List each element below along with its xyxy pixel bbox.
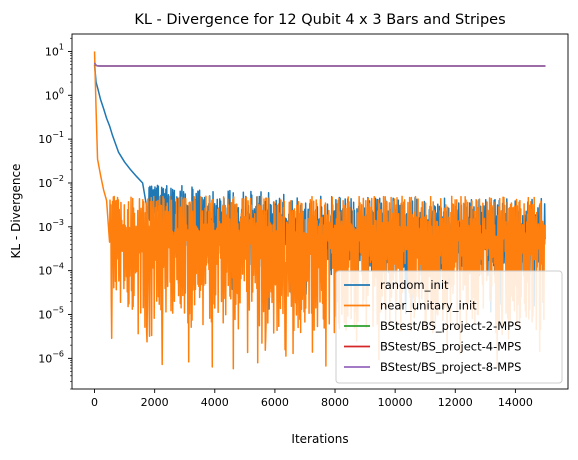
y-tick-label: 10−6 (38, 349, 64, 365)
x-axis-label: Iterations (291, 432, 348, 446)
x-tick-label: 6000 (261, 396, 289, 409)
legend-box (335, 270, 563, 384)
y-tick-label: 10−2 (38, 174, 64, 190)
series-line-near-unitary-init (93, 51, 546, 370)
x-tick-label: 10000 (378, 396, 413, 409)
series-line-bstest-bs-project-8-mps (93, 62, 546, 67)
x-tick-label: 8000 (321, 396, 349, 409)
y-tick-label: 10−3 (38, 218, 64, 234)
y-tick-label: 10−5 (38, 306, 64, 322)
chart-title: KL - Divergence for 12 Qubit 4 x 3 Bars … (134, 12, 505, 28)
y-tick-label: 10−4 (38, 262, 64, 278)
plot-area (93, 51, 546, 370)
legend-entry-label: BStest/BS_project-4-MPS (380, 340, 521, 354)
legend: random_init near_unitary_init BStest/BS_pr… (335, 270, 563, 384)
x-tick-label: 14000 (498, 396, 533, 409)
axes-frame (71, 33, 569, 390)
x-tick-label: 12000 (438, 396, 473, 409)
legend-entry-label: BStest/BS_project-8-MPS (380, 360, 521, 374)
axes: 0 2000 4000 6000 8000 10000 12000 14000 10−6 10−5… (38, 33, 569, 409)
legend-entry-label: near_unitary_init (380, 299, 477, 313)
legend-entry-label: BStest/BS_project-2-MPS (380, 319, 521, 333)
x-tick-label: 4000 (201, 396, 229, 409)
y-tick-label: 100 (45, 86, 64, 102)
y-tick-label: 10−1 (38, 130, 64, 146)
legend-entry-label: random_init (380, 278, 449, 292)
y-tick-label: 101 (45, 42, 64, 58)
x-tick-label: 0 (91, 396, 98, 409)
x-tick-label: 2000 (141, 396, 169, 409)
y-axis-label: KL - Divergence (9, 164, 23, 259)
